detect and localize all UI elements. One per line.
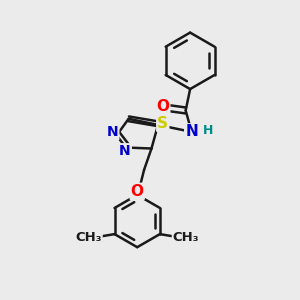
Text: O: O bbox=[156, 99, 169, 114]
Text: CH₃: CH₃ bbox=[173, 231, 199, 244]
Text: O: O bbox=[131, 184, 144, 199]
Text: N: N bbox=[107, 125, 118, 139]
Text: S: S bbox=[157, 116, 168, 131]
Text: N: N bbox=[119, 144, 131, 158]
Text: CH₃: CH₃ bbox=[75, 231, 102, 244]
Text: N: N bbox=[185, 124, 198, 140]
Text: H: H bbox=[203, 124, 213, 137]
